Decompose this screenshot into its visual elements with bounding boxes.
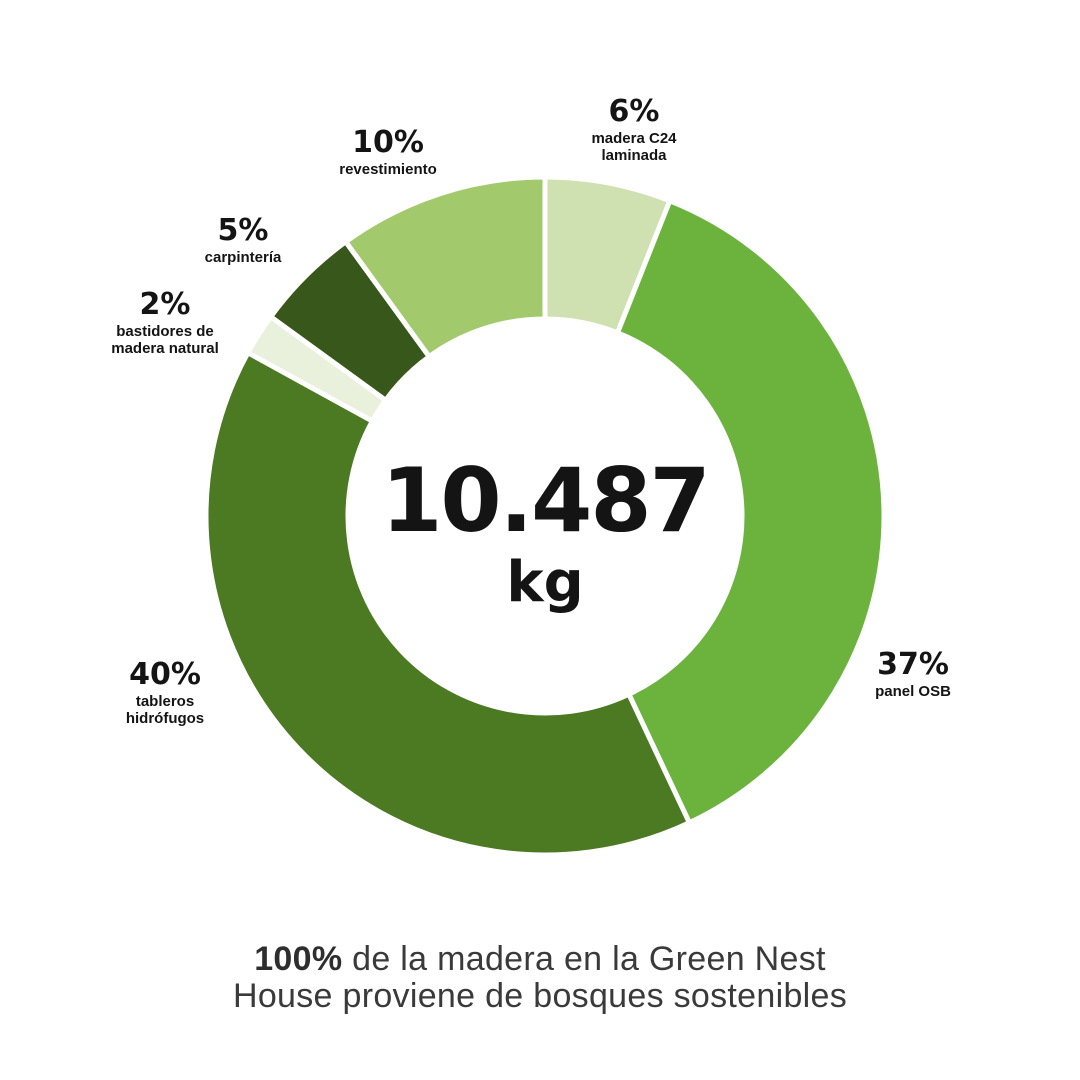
pct-value: 10% — [352, 125, 424, 160]
caption-bold-pct: 100% — [254, 940, 343, 978]
pct-name: carpintería — [204, 249, 282, 266]
total-weight-unit: kg — [506, 550, 584, 615]
pct-name: panel OSB — [875, 683, 951, 700]
donut-segment-revestimiento — [343, 174, 548, 360]
label-carpinteria: 5% carpintería — [205, 214, 282, 267]
pct-name: revestimiento — [339, 161, 437, 178]
pct-name: madera C24 laminada — [591, 130, 677, 164]
pct-value: 40% — [129, 657, 201, 692]
caption-line2: House proviene de bosques sostenibles — [232, 977, 848, 1015]
donut-segment-tableros-hidrofugos — [203, 350, 692, 858]
pct-value: 37% — [877, 647, 949, 682]
pct-name: bastidores de madera natural — [111, 323, 219, 357]
caption: 100% de la madera en la Green Nest House… — [0, 941, 1080, 1015]
label-revestimiento: 10% revestimiento — [339, 126, 437, 179]
label-panel-osb: 37% panel OSB — [875, 648, 951, 701]
pct-value: 2% — [139, 287, 191, 322]
label-tableros-hidrofugos: 40% tableros hidrófugos — [126, 658, 204, 728]
caption-line1: 100% de la madera en la Green Nest — [0, 941, 1080, 978]
label-bastidores-madera-natural: 2% bastidores de madera natural — [111, 288, 219, 358]
label-madera-c24-laminada: 6% madera C24 laminada — [591, 95, 676, 165]
total-weight-value: 10.487 — [381, 449, 711, 552]
pct-value: 5% — [217, 213, 269, 248]
pct-name: tableros hidrófugos — [125, 693, 205, 727]
caption-line1-rest: de la madera en la Green Nest — [342, 940, 826, 978]
donut-center-total: 10.487 kg — [381, 449, 711, 615]
donut-segment-panel-osb — [615, 198, 887, 826]
pct-value: 6% — [608, 94, 660, 129]
